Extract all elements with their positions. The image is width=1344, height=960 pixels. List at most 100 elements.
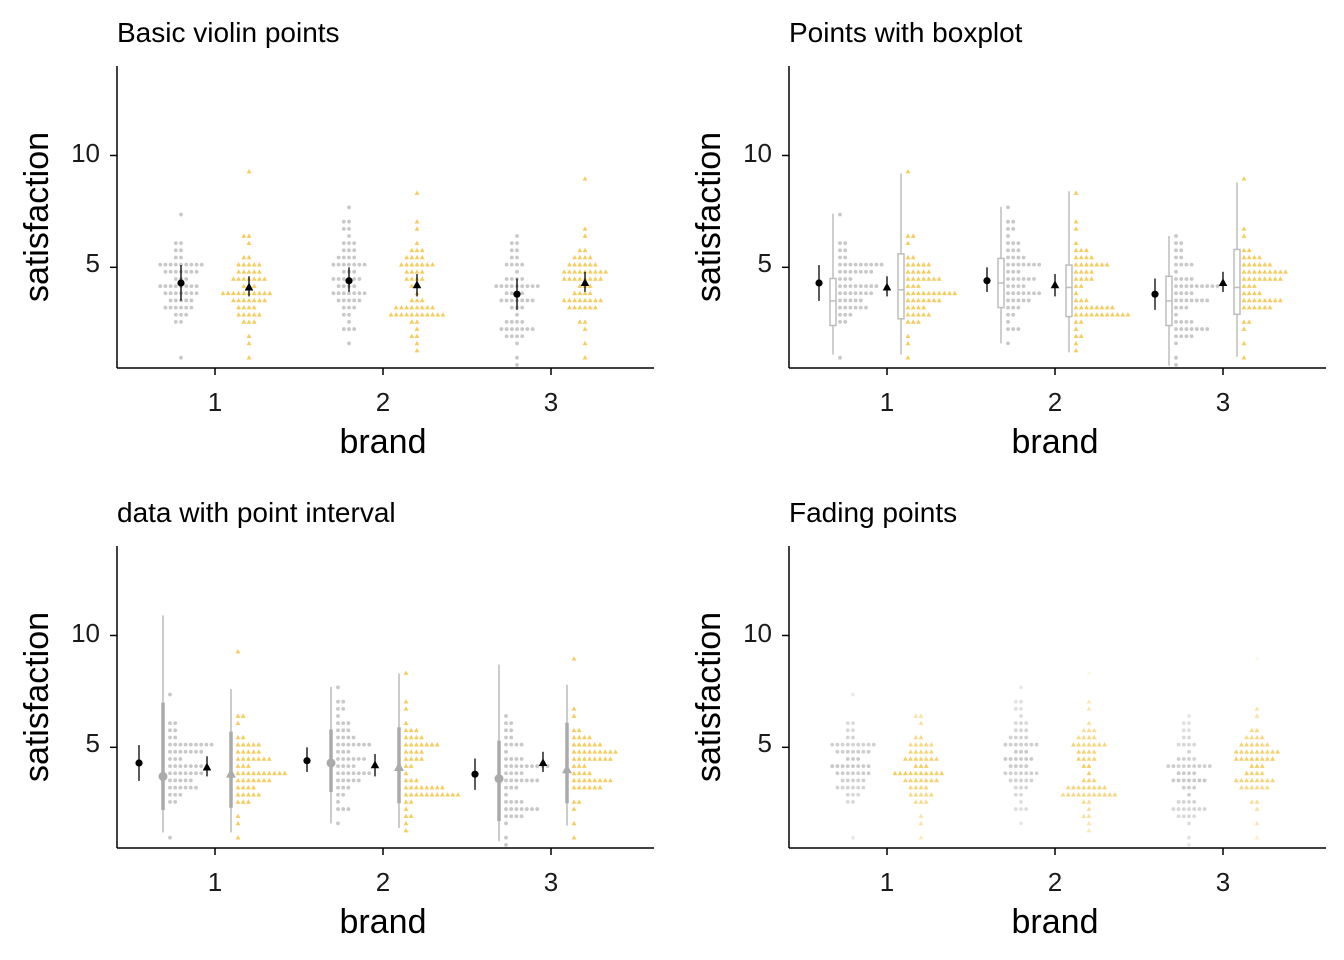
series-2-point — [241, 262, 247, 267]
series-2-point — [567, 297, 572, 303]
series-2-point — [587, 770, 592, 776]
series-2-point — [577, 254, 583, 260]
series-2-point — [246, 792, 251, 797]
series-2-point — [1078, 312, 1084, 317]
series-1-point — [851, 785, 855, 790]
series-2-point — [1239, 785, 1244, 790]
series-1-point — [168, 771, 172, 776]
series-1-point — [1200, 298, 1204, 303]
series-2-point — [235, 648, 241, 654]
series-1-point — [1006, 320, 1010, 324]
series-2-point — [577, 305, 583, 310]
series-2-point — [1241, 340, 1247, 346]
series-2-point — [908, 792, 913, 797]
series-2-point — [1078, 283, 1084, 288]
series-1-point — [1006, 248, 1010, 253]
series-2-point — [419, 262, 425, 267]
series-1-point — [1171, 764, 1176, 769]
series-1-point — [1013, 785, 1018, 790]
series-2-point — [241, 290, 247, 296]
series-2-point — [246, 233, 252, 238]
series-2-point — [414, 226, 420, 231]
series-2-point — [1249, 770, 1255, 776]
series-1-point — [189, 284, 194, 289]
series-2-point — [587, 785, 592, 790]
series-1-point — [1029, 742, 1034, 747]
series-1-point — [879, 262, 884, 267]
series-2-point — [1275, 749, 1281, 754]
series-1-point — [352, 284, 357, 289]
series-1-point — [194, 749, 198, 754]
series-1-point — [1019, 735, 1023, 740]
series-1-point — [1008, 771, 1013, 776]
series-2-point — [1086, 763, 1092, 768]
series-1-point — [1187, 728, 1191, 733]
series-2-point — [1086, 742, 1092, 747]
series-2-point — [403, 706, 409, 711]
series-1-point — [168, 721, 172, 726]
series-1-point — [179, 305, 183, 310]
series-2-point — [1254, 656, 1260, 661]
series-1-point — [504, 742, 508, 747]
series-1-point — [519, 778, 524, 783]
series-1-point — [347, 226, 351, 231]
series-1-point — [347, 298, 351, 303]
series-2-point — [1252, 283, 1257, 288]
series-2-point — [561, 297, 567, 303]
series-2-point — [440, 792, 445, 797]
series-2-point — [947, 290, 952, 296]
series-2-point — [1102, 792, 1107, 797]
series-1-point — [173, 284, 178, 289]
series-2-point — [571, 749, 577, 754]
series-2-point — [236, 305, 241, 310]
series-2-point — [1081, 756, 1087, 761]
series-2-point — [430, 305, 435, 310]
series-2-point — [414, 297, 420, 303]
series-1-point — [835, 764, 840, 769]
series-2-point — [257, 290, 262, 296]
series-1-point — [853, 269, 858, 274]
series-2-point — [905, 312, 911, 317]
series-1-point — [341, 312, 346, 317]
series-1-point — [1011, 277, 1016, 281]
series-2-point — [577, 276, 583, 281]
series-2-point — [1254, 734, 1260, 740]
series-1-point — [1187, 842, 1191, 847]
series-1-point — [520, 305, 525, 310]
series-1-point — [838, 248, 842, 253]
series-1-point — [346, 728, 351, 733]
series-2-point — [404, 276, 409, 281]
series-1-point — [1176, 800, 1181, 804]
series-1-point — [168, 800, 172, 804]
series-1-point — [1016, 255, 1021, 260]
plot-area — [110, 66, 654, 375]
series-1-point — [1181, 814, 1186, 819]
series-1-point — [525, 298, 530, 303]
series-2-point — [567, 305, 572, 310]
series-2-point — [1270, 777, 1275, 783]
series-1-point — [347, 219, 351, 224]
series-1-point — [861, 749, 866, 754]
series-2-point — [1089, 254, 1094, 260]
series-1-point — [341, 248, 346, 253]
series-2-point — [419, 792, 424, 797]
series-1-point — [504, 298, 509, 303]
series-2-point — [235, 813, 241, 819]
series-1-point — [173, 742, 178, 747]
series-2-point — [1244, 777, 1249, 783]
series-1-point — [346, 771, 351, 776]
series-1-point — [1181, 764, 1186, 769]
panel-points-with-boxplot: Points with boxplot brand satisfaction 1… — [690, 17, 1326, 461]
series-2-point — [582, 785, 587, 790]
series-1-point — [184, 305, 189, 310]
series-1-point — [189, 298, 194, 303]
series-1-point — [509, 298, 514, 303]
series-2-point — [1081, 763, 1087, 768]
series-1-point — [336, 291, 341, 296]
series-2-point — [1270, 749, 1275, 754]
series-1-point — [504, 327, 509, 331]
series-2-point — [908, 770, 913, 776]
series-1-point — [173, 749, 178, 754]
series-1-point — [1179, 291, 1184, 296]
series-2-point — [1076, 756, 1081, 761]
